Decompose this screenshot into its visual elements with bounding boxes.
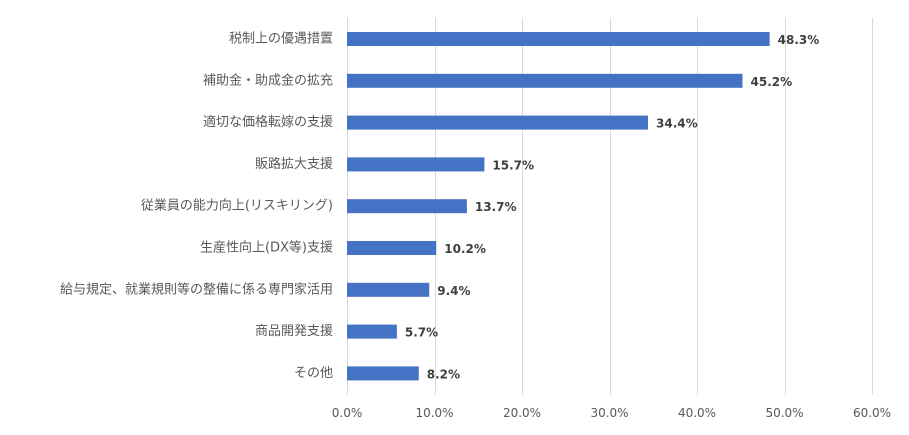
bar	[347, 282, 430, 297]
x-axis-ticks: 0.0% 10.0% 20.0% 30.0% 40.0% 50.0% 60.0%	[332, 406, 891, 420]
bar	[347, 199, 467, 214]
data-label: 34.4%	[656, 117, 698, 131]
data-label: 15.7%	[492, 158, 534, 172]
bar-layer	[347, 32, 770, 381]
x-tick-label: 0.0%	[332, 406, 363, 420]
category-label: 補助金・助成金の拡充	[203, 72, 333, 88]
label-layer: 税制上の優遇措置 48.3% 補助金・助成金の拡充 45.2% 適切な価格転嫁の支援 34…	[60, 32, 819, 382]
category-label: 商品開発支援	[255, 324, 333, 339]
x-tick-label: 10.0%	[415, 406, 453, 420]
category-label: 適切な価格転嫁の支援	[203, 114, 333, 130]
bar	[347, 157, 485, 172]
category-label: 販路拡大支援	[255, 156, 333, 172]
x-tick-label: 20.0%	[503, 406, 541, 420]
x-tick-label: 40.0%	[678, 406, 716, 420]
data-label: 45.2%	[751, 75, 793, 89]
data-label: 13.7%	[475, 200, 517, 214]
bar	[347, 32, 770, 46]
data-label: 10.2%	[444, 242, 486, 256]
data-label: 5.7%	[405, 326, 438, 340]
bar	[347, 73, 743, 88]
data-label: 8.2%	[427, 367, 460, 381]
bar	[347, 324, 397, 339]
data-label: 48.3%	[778, 33, 820, 47]
data-label: 9.4%	[437, 284, 470, 298]
x-tick-label: 50.0%	[765, 406, 803, 420]
category-label: 税制上の優遇措置	[229, 32, 333, 47]
x-tick-label: 30.0%	[590, 406, 628, 420]
category-label: 給与規定、就業規則等の整備に係る専門家活用	[60, 281, 333, 297]
x-tick-label: 60.0%	[853, 406, 891, 420]
bar	[347, 115, 648, 130]
category-label: 生産性向上(DX等)支援	[200, 240, 333, 256]
category-label: 従業員の能力向上(リスキリング)	[141, 198, 333, 214]
category-label: その他	[294, 366, 333, 381]
bar	[347, 366, 419, 381]
bar	[347, 241, 437, 255]
